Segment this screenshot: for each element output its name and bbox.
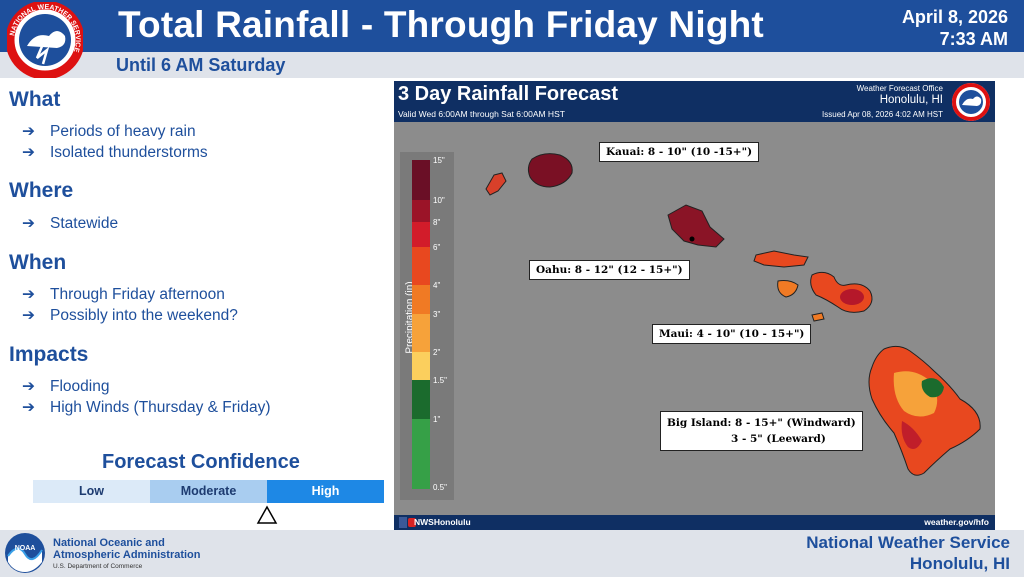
arrow-right-icon: ➔: [22, 144, 35, 161]
header-time: 7:33 AM: [939, 29, 1008, 49]
what-heading: What: [9, 88, 61, 111]
legend-swatch: [412, 200, 430, 222]
subtitle: Until 6 AM Saturday: [116, 55, 286, 75]
page-title: Total Rainfall - Through Friday Night: [118, 4, 764, 45]
impacts-item: ➔ High Winds (Thursday & Friday): [22, 399, 271, 416]
legend-swatch: [412, 419, 430, 489]
confidence-high: High: [267, 480, 384, 503]
island-niihau: [485, 172, 507, 196]
oahu-label: Oahu: 8 - 12" (12 - 15+"): [529, 260, 690, 280]
map-issued: Issued Apr 08, 2026 4:02 AM HST: [822, 110, 943, 119]
islands-map: [485, 153, 981, 476]
island-kahoolawe: [811, 312, 825, 322]
youtube-icon[interactable]: [408, 518, 416, 527]
when-item: ➔ Through Friday afternoon: [22, 286, 225, 303]
when-heading: When: [9, 251, 67, 274]
arrow-right-icon: ➔: [22, 399, 35, 416]
arrow-right-icon: ➔: [22, 378, 35, 395]
website-link[interactable]: weather.gov/hfo: [924, 517, 989, 527]
confidence-marker-icon: [256, 505, 278, 524]
island-kauai: [527, 153, 573, 188]
what-item: ➔ Isolated thunderstorms: [22, 144, 208, 161]
facebook-icon[interactable]: [399, 517, 407, 528]
legend-label: 10": [433, 196, 445, 205]
big-island-label: Big Island: 8 - 15+" (Windward) 3 - 5" (…: [660, 411, 863, 451]
legend-label: 2": [433, 348, 441, 357]
header-bar: Total Rainfall - Through Friday Night Ap…: [0, 0, 1024, 52]
confidence-title: Forecast Confidence: [102, 451, 300, 473]
subheader-bar: Until 6 AM Saturday: [0, 52, 1024, 78]
legend-swatch: [412, 314, 430, 352]
map-title: 3 Day Rainfall Forecast: [398, 83, 619, 105]
legend-label: 4": [433, 281, 441, 290]
legend-label: 3": [433, 310, 441, 319]
confidence-low: Low: [33, 480, 150, 503]
legend-swatch: [412, 380, 430, 419]
island-lanai: [777, 280, 799, 298]
confidence-moderate: Moderate: [150, 480, 267, 503]
legend-label: 6": [433, 243, 441, 252]
where-item: ➔ Statewide: [22, 215, 119, 232]
map-valid-period: Valid Wed 6:00AM through Sat 6:00AM HST: [398, 109, 565, 119]
social-handle[interactable]: NWSHonolulu: [414, 517, 471, 527]
legend-swatch: [412, 160, 430, 200]
header-datetime: April 8, 2026 7:33 AM: [902, 6, 1008, 50]
map-footer: [394, 515, 995, 531]
rainfall-map: 3 Day Rainfall Forecast Valid Wed 6:00AM…: [394, 81, 995, 531]
noaa-logo-text: NOAA: [15, 545, 36, 552]
legend-label: 1": [433, 415, 441, 424]
map-header: 3 Day Rainfall Forecast Valid Wed 6:00AM…: [394, 81, 995, 122]
impacts-heading: Impacts: [9, 343, 89, 366]
legend-swatch: [412, 222, 430, 247]
noaa-name-line2: Atmospheric Administration: [53, 549, 201, 561]
what-item: ➔ Periods of heavy rain: [22, 123, 196, 140]
map-office-line2: Honolulu, HI: [879, 94, 943, 106]
legend-swatch: [412, 352, 430, 380]
island-oahu: [667, 204, 725, 248]
legend-label: 1.5": [433, 376, 447, 385]
arrow-right-icon: ➔: [22, 215, 35, 232]
island-maui: [810, 271, 873, 313]
footer-nws-location: Honolulu, HI: [909, 554, 1010, 573]
arrow-right-icon: ➔: [22, 286, 35, 303]
noaa-logo-icon: NOAA: [5, 533, 45, 573]
island-molokai: [753, 250, 809, 268]
legend-swatch: [412, 247, 430, 285]
legend-swatch: [412, 285, 430, 314]
noaa-name-line1: National Oceanic and: [53, 537, 165, 549]
legend-label: 15": [433, 156, 445, 165]
impacts-item: ➔ Flooding: [22, 378, 110, 395]
kauai-label: Kauai: 8 - 10" (10 -15+"): [599, 142, 760, 162]
legend-label: 0.5": [433, 483, 447, 492]
footer-nws-name: National Weather Service: [806, 533, 1010, 552]
legend-label: 8": [433, 218, 441, 227]
nws-logo-icon: NATIONAL WEATHER SERVICE: [7, 2, 83, 78]
precip-legend: Precipitation (in) 15" 10" 8" 6" 4" 3" 2…: [400, 152, 454, 500]
footer-bar: [0, 530, 1024, 577]
arrow-right-icon: ➔: [22, 123, 35, 140]
noaa-department: U.S. Department of Commerce: [53, 563, 143, 570]
maui-label: Maui: 4 - 10" (10 - 15+"): [652, 324, 812, 344]
header-date: April 8, 2026: [901, 7, 1008, 27]
nws-map-logo-icon: [952, 83, 990, 121]
arrow-right-icon: ➔: [22, 307, 35, 324]
when-item: ➔ Possibly into the weekend?: [22, 307, 238, 324]
where-heading: Where: [9, 179, 74, 202]
map-office-line1: Weather Forecast Office: [856, 84, 943, 93]
